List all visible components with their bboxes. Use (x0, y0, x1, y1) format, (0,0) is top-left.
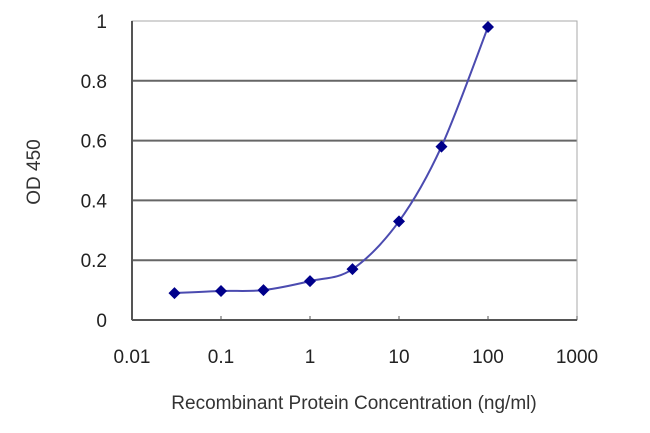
gridlines (132, 79, 577, 262)
diamond-marker (435, 140, 448, 153)
data-curve (174, 26, 489, 295)
y-tick-label: 0.4 (81, 191, 108, 212)
x-tick-label: 10 (388, 347, 409, 368)
diamond-marker (482, 20, 494, 33)
x-tick-label: 0.01 (114, 347, 151, 368)
y-tick-label: 0.2 (81, 251, 107, 272)
plot-area-frame (131, 20, 578, 321)
x-tick-labels: 0.01 0.1 1 10 100 1000 (114, 316, 598, 368)
y-axis-title: OD 450 (24, 139, 45, 204)
diamond-marker (346, 263, 359, 276)
x-tick-label: 1000 (556, 347, 598, 368)
diamond-marker (304, 275, 316, 288)
y-tick-label: 1 (96, 12, 107, 33)
diamond-marker (168, 287, 181, 300)
y-tick-label: 0.8 (81, 72, 107, 93)
diamond-marker (215, 284, 227, 297)
x-axis-title: Recombinant Protein Concentration (ng/ml… (171, 393, 536, 414)
x-tick-label: 100 (472, 347, 504, 368)
diamond-marker (257, 284, 270, 297)
y-tick-label: 0.6 (81, 132, 107, 153)
y-tick-labels: 0 0.2 0.4 0.6 0.8 1 (81, 12, 108, 332)
x-tick-label: 1 (305, 347, 316, 368)
data-markers (168, 20, 494, 300)
x-tick-label: 0.1 (208, 347, 234, 368)
diamond-marker (393, 215, 405, 228)
y-tick-label: 0 (96, 311, 107, 332)
